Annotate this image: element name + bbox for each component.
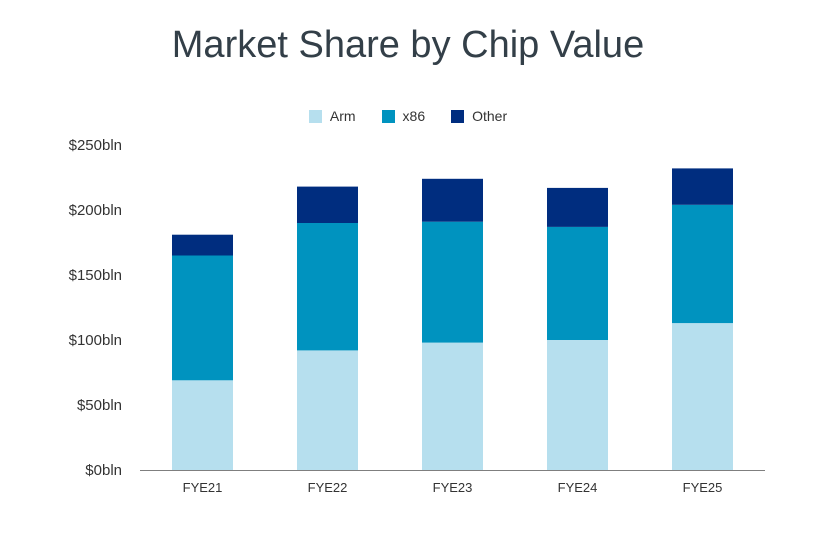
y-tick-label-2: $100bln <box>69 332 122 349</box>
legend-swatch-arm <box>308 109 322 123</box>
chart-title: Market Share by Chip Value <box>171 24 645 66</box>
bar-other-fye23 <box>422 178 483 222</box>
x-tick-label-fye22: FYE22 <box>308 480 348 495</box>
bar-x86-fye25 <box>672 204 733 324</box>
legend-swatch-other <box>451 109 465 123</box>
x-tick-label-fye21: FYE21 <box>183 480 223 495</box>
legend: Arm x86 Other <box>0 108 816 124</box>
bar-arm-fye24 <box>547 340 608 470</box>
bar-arm-fye25 <box>672 323 733 470</box>
y-tick-label-1: $50bln <box>77 397 122 414</box>
bar-other-fye24 <box>547 187 608 227</box>
bar-x86-fye23 <box>422 221 483 343</box>
y-tick-label-5: $250bln <box>69 137 122 154</box>
legend-item-arm: Arm <box>308 108 356 124</box>
bar-other-fye22 <box>297 186 358 223</box>
legend-item-x86: x86 <box>381 108 426 124</box>
bar-other-fye21 <box>172 234 233 256</box>
bar-other-fye25 <box>672 168 733 205</box>
legend-label-arm: Arm <box>329 108 356 124</box>
y-tick-label-0: $0bln <box>85 462 122 479</box>
bar-x86-fye24 <box>547 226 608 340</box>
bar-x86-fye21 <box>172 255 233 381</box>
y-tick-label-3: $150bln <box>69 267 122 284</box>
y-tick-label-4: $200bln <box>69 202 122 219</box>
legend-swatch-x86 <box>381 109 395 123</box>
x-tick-label-fye25: FYE25 <box>683 480 723 495</box>
x-tick-label-fye23: FYE23 <box>433 480 473 495</box>
legend-item-other: Other <box>451 108 507 124</box>
legend-label-x86: x86 <box>402 108 426 124</box>
x-tick-label-fye24: FYE24 <box>558 480 598 495</box>
bar-arm-fye23 <box>422 342 483 470</box>
bar-arm-fye21 <box>172 380 233 470</box>
bar-x86-fye22 <box>297 223 358 351</box>
legend-label-other: Other <box>472 108 508 124</box>
bar-arm-fye22 <box>297 350 358 470</box>
